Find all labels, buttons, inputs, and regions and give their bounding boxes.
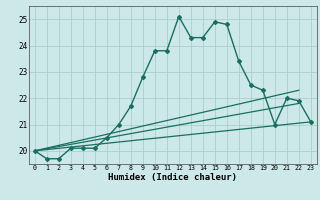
X-axis label: Humidex (Indice chaleur): Humidex (Indice chaleur)	[108, 173, 237, 182]
